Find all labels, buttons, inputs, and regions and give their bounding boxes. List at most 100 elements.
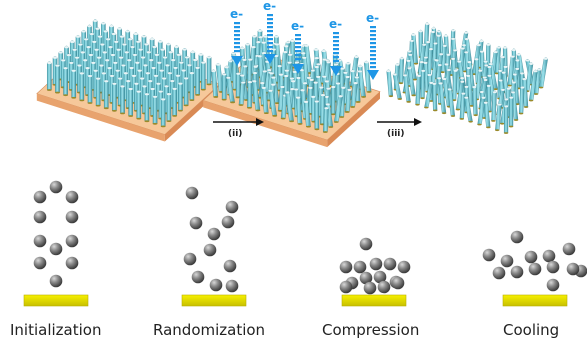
pillar bbox=[47, 61, 52, 91]
pillar-tip bbox=[460, 80, 465, 83]
pillar-tip bbox=[522, 77, 527, 81]
arrow-label-ii: (ii) bbox=[228, 129, 242, 139]
pillar-base bbox=[455, 108, 461, 111]
particle-sphere bbox=[492, 266, 506, 280]
pillar-tip bbox=[462, 44, 466, 47]
pillar-tip bbox=[243, 65, 248, 68]
particle-sphere bbox=[363, 281, 377, 295]
particle-sphere bbox=[353, 260, 367, 274]
pillar-tip bbox=[295, 96, 301, 99]
pillar-tip bbox=[52, 56, 58, 59]
pillar-tip bbox=[146, 51, 151, 54]
pillar-tip bbox=[333, 63, 339, 66]
pillar bbox=[432, 82, 438, 111]
pillar-tip bbox=[444, 63, 449, 66]
pillar-tip bbox=[488, 63, 493, 66]
pillar-tip bbox=[341, 86, 346, 89]
pillar-tip bbox=[93, 69, 98, 72]
pillar-tip bbox=[261, 52, 267, 55]
pillar-tip bbox=[483, 60, 488, 63]
pillar-tip bbox=[515, 59, 520, 62]
pillar-base bbox=[508, 125, 514, 128]
pillar-tip bbox=[292, 70, 297, 74]
particle-sphere bbox=[185, 186, 199, 200]
pillar-tip bbox=[85, 67, 90, 70]
substrate-plate bbox=[341, 294, 407, 307]
pillar bbox=[195, 66, 200, 96]
pillar-base bbox=[441, 112, 447, 115]
pillar-tip bbox=[345, 75, 350, 79]
pillar-tip bbox=[224, 66, 229, 69]
pillar-tip bbox=[274, 43, 279, 46]
pillar-tip bbox=[311, 69, 316, 72]
pillar-tip bbox=[424, 56, 428, 59]
particle-sphere bbox=[369, 257, 383, 271]
pillar-tip bbox=[300, 89, 305, 92]
pillar-tip bbox=[262, 70, 267, 73]
pillar bbox=[386, 69, 394, 97]
pillar-tip bbox=[78, 43, 83, 46]
pillar-base bbox=[433, 109, 438, 112]
pillar-tip bbox=[484, 64, 489, 67]
pillar-tip bbox=[429, 47, 433, 51]
pillar-tip bbox=[442, 44, 447, 47]
pillar-base bbox=[120, 112, 125, 115]
pillar bbox=[103, 79, 109, 109]
pillar-tip bbox=[503, 65, 508, 68]
pillar-tip bbox=[132, 53, 138, 57]
pillar-tip bbox=[156, 82, 161, 85]
pillar-base bbox=[297, 123, 303, 125]
particle-sphere bbox=[65, 190, 79, 204]
pillar-tip bbox=[406, 59, 411, 62]
pillar-tip bbox=[187, 64, 192, 67]
pillar-tip bbox=[129, 66, 134, 70]
pillar-tip bbox=[285, 91, 290, 94]
electron-beam-dash bbox=[370, 26, 376, 29]
pillar-base bbox=[46, 89, 52, 91]
pillar-tip bbox=[354, 55, 359, 59]
pillar-tip bbox=[182, 48, 187, 51]
electron-label: e- bbox=[263, 0, 276, 13]
electron-beam-arrow: e- bbox=[263, 0, 276, 64]
pillar-tip bbox=[486, 43, 491, 46]
pillar-tip bbox=[422, 43, 427, 46]
pillar-tip bbox=[89, 32, 94, 36]
electron-arrowhead bbox=[367, 70, 379, 80]
pillar bbox=[112, 82, 117, 111]
pillar-tip bbox=[286, 41, 291, 44]
pillar-base bbox=[314, 128, 320, 131]
pillar-tip bbox=[122, 43, 127, 46]
pillar-base bbox=[277, 109, 283, 112]
pillar bbox=[201, 61, 206, 90]
pillar-tip bbox=[474, 58, 479, 61]
pillar-tip bbox=[291, 80, 296, 83]
pillar-tip bbox=[170, 79, 175, 83]
pillar-tip bbox=[461, 92, 466, 95]
pillar-tip bbox=[533, 70, 538, 73]
particle-sphere bbox=[191, 270, 205, 284]
pillar-tip bbox=[498, 69, 503, 73]
pillar-tip bbox=[157, 61, 162, 64]
pillar-tip bbox=[228, 60, 233, 63]
pillar-base bbox=[322, 131, 328, 133]
pillar-base bbox=[355, 101, 361, 103]
pillar-tip bbox=[343, 71, 348, 74]
pillar-tip bbox=[173, 66, 178, 70]
pillar-tip bbox=[117, 27, 122, 30]
substrate-side-face bbox=[327, 91, 380, 148]
pillar-tip bbox=[87, 25, 92, 28]
particle-sphere bbox=[183, 252, 197, 266]
pillar-tip bbox=[410, 39, 414, 43]
pillar bbox=[87, 74, 93, 104]
pillar-base bbox=[491, 119, 496, 122]
stage-initialization-diagram bbox=[23, 180, 89, 307]
pillar-base bbox=[272, 114, 278, 117]
pillar-tip bbox=[269, 72, 274, 75]
pillar-tip bbox=[313, 81, 318, 84]
pillar-tip bbox=[101, 22, 106, 25]
pillar-tip bbox=[504, 105, 509, 108]
pillar bbox=[235, 72, 241, 98]
particle-sphere bbox=[207, 227, 221, 241]
pillar-tip bbox=[126, 80, 131, 83]
pillar bbox=[71, 69, 77, 98]
